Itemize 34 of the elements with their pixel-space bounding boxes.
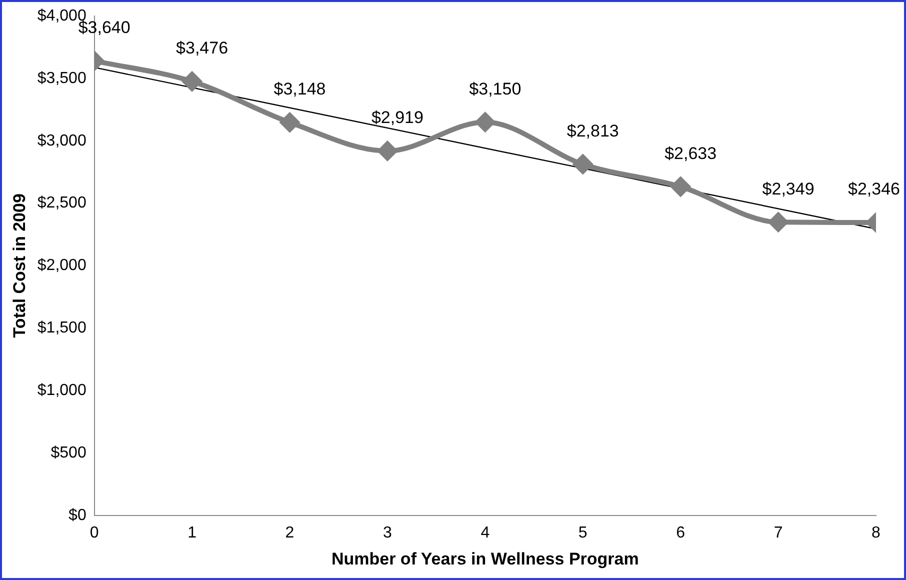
y-tick-label: $1,500 [37, 320, 86, 337]
y-tick-label: $2,500 [37, 194, 86, 212]
x-tick-label: 3 [383, 524, 392, 542]
x-tick-label: 5 [578, 524, 588, 542]
point [476, 112, 495, 132]
y-tick-label: $3,000 [37, 132, 86, 150]
data-label: $3,148 [274, 80, 326, 99]
data-label: $2,349 [762, 179, 814, 198]
x-tick-label: 8 [872, 524, 881, 542]
point [671, 177, 690, 196]
x-axis-title: Number of Years in Wellness Program [331, 549, 639, 568]
data-label: $2,633 [664, 144, 717, 163]
y-tick-label: $0 [68, 506, 86, 524]
x-tick-label: 0 [90, 524, 99, 542]
x-tick-label: 4 [480, 524, 490, 542]
point [573, 154, 592, 174]
x-tick-label: 2 [285, 524, 294, 542]
data-label: $2,346 [848, 180, 900, 199]
data-label: $2,919 [371, 108, 424, 128]
y-axis-title: Total Cost in 2009 [10, 194, 29, 338]
x-tick-label: 1 [188, 524, 197, 542]
y-tick-label: $3,500 [37, 70, 86, 87]
x-tick-label: 7 [774, 524, 783, 542]
data-label: $3,150 [469, 79, 522, 98]
point [768, 212, 788, 232]
y-tick-label: $1,000 [37, 382, 86, 399]
y-tick-label: $500 [50, 444, 86, 462]
x-tick-label: 6 [676, 524, 686, 542]
point [182, 72, 202, 91]
point [378, 141, 397, 160]
data-label: $2,813 [566, 121, 619, 140]
point [280, 112, 300, 132]
y-tick-label: $2,000 [37, 257, 86, 274]
data-label: $3,476 [176, 38, 228, 58]
